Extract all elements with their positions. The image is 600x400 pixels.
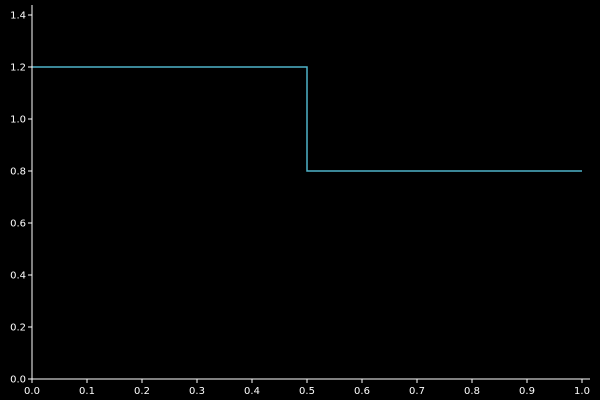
x-tick-label: 0.7 [409,386,425,397]
y-tick-label: 1.4 [10,11,26,22]
plot-area [32,66,582,172]
x-tick-label: 1.0 [574,386,590,397]
x-tick-label: 0.9 [519,386,535,397]
axes: 0.0 0.2 0.4 0.6 0.8 1.0 1.2 1.4 0.0 0.1 0.2 0.3 0.4 0… [10,5,590,397]
y-tick-label: 0.4 [10,271,26,282]
x-tick-label: 0.8 [464,386,480,397]
y-tick-label: 0.8 [10,167,26,178]
x-tick-label: 0.6 [354,386,370,397]
x-tick-label: 0.3 [189,386,205,397]
y-tick-label: 0.6 [10,219,26,230]
y-tick-label: 0.2 [10,323,26,334]
series-line-0 [32,66,582,172]
y-tick-label: 1.2 [10,63,26,74]
x-tick-label: 0.5 [299,386,315,397]
x-tick-label: 0.0 [24,386,40,397]
x-tick-label: 0.4 [244,386,260,397]
x-tick-label: 0.1 [79,386,95,397]
y-tick-label: 1.0 [10,115,26,126]
y-tick-label: 0.0 [10,375,26,386]
x-tick-label: 0.2 [134,386,150,397]
